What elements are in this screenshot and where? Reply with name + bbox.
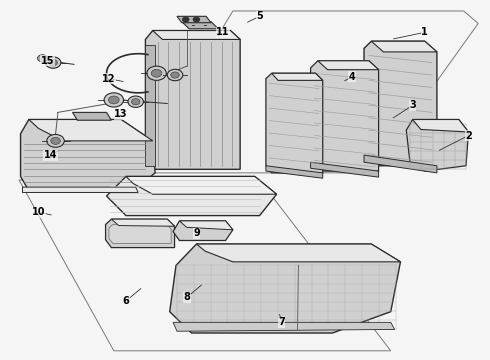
Polygon shape	[23, 187, 138, 193]
Polygon shape	[29, 120, 153, 141]
Polygon shape	[406, 120, 468, 171]
Text: 10: 10	[32, 207, 45, 217]
Circle shape	[171, 72, 179, 78]
Polygon shape	[146, 31, 240, 169]
Polygon shape	[364, 155, 437, 173]
Polygon shape	[182, 22, 218, 29]
Polygon shape	[109, 225, 171, 243]
Text: 13: 13	[114, 109, 128, 119]
Polygon shape	[106, 176, 276, 216]
Polygon shape	[173, 221, 233, 240]
Polygon shape	[272, 73, 323, 80]
Text: 15: 15	[41, 56, 54, 66]
Polygon shape	[371, 41, 437, 52]
Polygon shape	[177, 16, 211, 23]
Text: 8: 8	[183, 292, 190, 302]
Polygon shape	[126, 176, 276, 194]
Text: 7: 7	[278, 317, 285, 327]
Polygon shape	[179, 221, 233, 230]
Circle shape	[151, 69, 162, 77]
Text: 12: 12	[102, 73, 116, 84]
Circle shape	[51, 137, 60, 144]
Text: 14: 14	[44, 150, 57, 160]
Polygon shape	[311, 162, 379, 177]
Text: 1: 1	[421, 27, 428, 37]
Text: 5: 5	[256, 11, 263, 21]
Circle shape	[49, 59, 57, 66]
Circle shape	[47, 134, 64, 147]
Circle shape	[193, 17, 200, 22]
Circle shape	[131, 99, 140, 105]
Polygon shape	[111, 219, 174, 226]
Polygon shape	[266, 166, 323, 178]
Polygon shape	[73, 112, 111, 120]
Text: 6: 6	[122, 296, 129, 306]
Text: 3: 3	[409, 100, 416, 110]
Circle shape	[147, 66, 166, 80]
Text: 11: 11	[217, 27, 230, 37]
Circle shape	[167, 69, 183, 81]
Circle shape	[182, 17, 189, 22]
Circle shape	[45, 57, 61, 68]
Polygon shape	[21, 120, 155, 191]
Text: 2: 2	[465, 131, 472, 140]
Polygon shape	[153, 31, 240, 40]
Circle shape	[38, 55, 47, 62]
Polygon shape	[173, 322, 394, 331]
Polygon shape	[170, 244, 400, 333]
Text: 9: 9	[193, 228, 200, 238]
Polygon shape	[318, 61, 379, 70]
Polygon shape	[146, 45, 155, 166]
Polygon shape	[364, 41, 437, 166]
Polygon shape	[105, 219, 174, 248]
Polygon shape	[311, 61, 379, 171]
Circle shape	[104, 93, 123, 107]
Polygon shape	[413, 120, 468, 132]
Circle shape	[128, 96, 144, 107]
Polygon shape	[196, 244, 400, 262]
Text: 4: 4	[348, 72, 355, 82]
Polygon shape	[266, 73, 323, 173]
Circle shape	[108, 96, 119, 104]
